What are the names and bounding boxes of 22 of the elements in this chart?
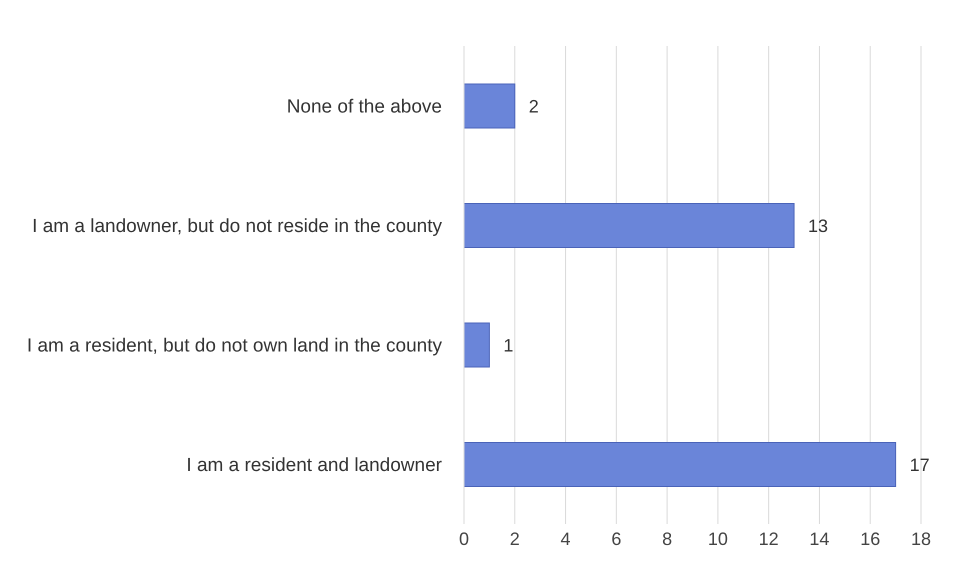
x-tick-label: 0 bbox=[458, 528, 470, 549]
y-tick-label: I am a landowner, but do not reside in the county bbox=[32, 216, 442, 237]
x-tick-label: 2 bbox=[510, 528, 520, 549]
x-tick-label: 12 bbox=[758, 528, 779, 549]
data-label: 2 bbox=[528, 96, 539, 116]
bar bbox=[464, 442, 896, 487]
x-tick-label: 18 bbox=[910, 528, 932, 549]
y-tick-label: I am a resident and landowner bbox=[186, 454, 443, 476]
y-tick-label: I am a resident, but do not own land in the county bbox=[26, 335, 442, 356]
y-tick-label: None of the above bbox=[286, 96, 442, 118]
x-tick-label: 8 bbox=[662, 528, 672, 549]
bar bbox=[464, 322, 490, 368]
data-label: 13 bbox=[808, 216, 828, 236]
x-tick-label: 6 bbox=[611, 528, 622, 549]
x-tick-label: 16 bbox=[860, 528, 880, 549]
bar bbox=[464, 84, 516, 128]
x-tick-label: 10 bbox=[708, 528, 728, 549]
bar bbox=[464, 203, 795, 248]
data-label: 17 bbox=[910, 454, 930, 475]
data-label: 1 bbox=[503, 335, 514, 356]
x-tick-label: 14 bbox=[809, 528, 830, 549]
x-tick-label: 4 bbox=[560, 528, 571, 549]
